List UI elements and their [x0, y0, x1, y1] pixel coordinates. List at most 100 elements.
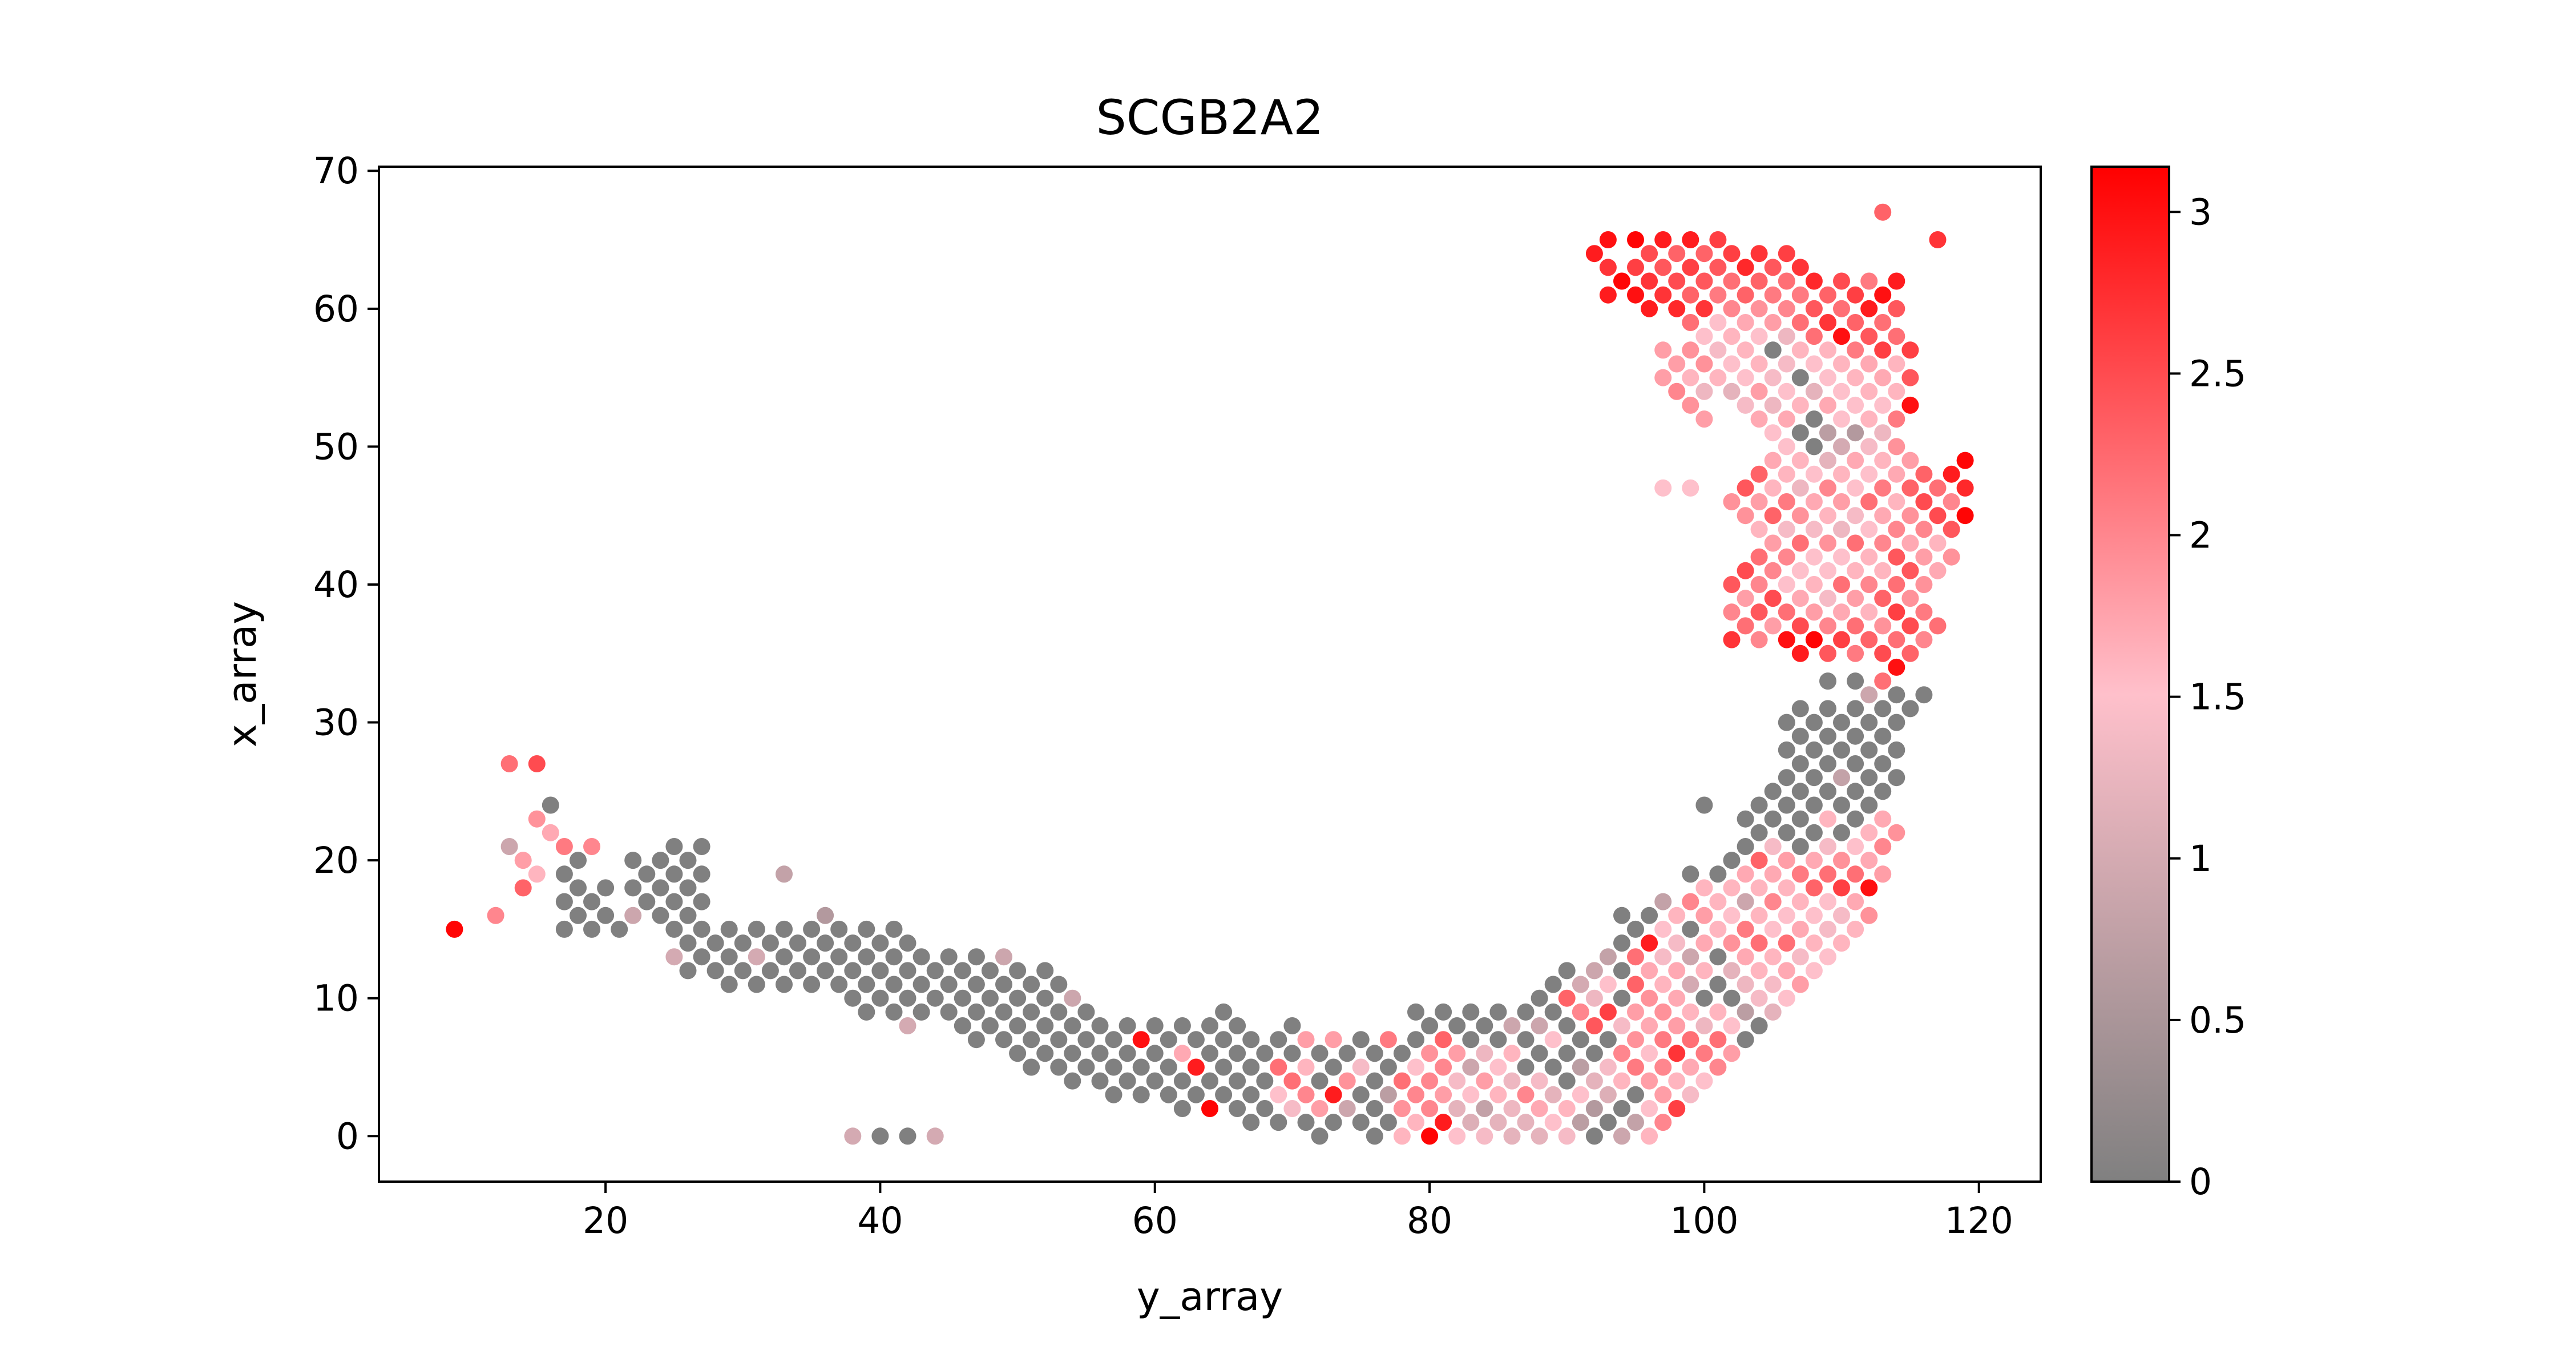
data-point: [995, 1031, 1012, 1049]
data-point: [1737, 590, 1754, 607]
data-point: [1229, 1045, 1246, 1062]
data-point: [1778, 272, 1795, 290]
data-point: [1915, 576, 1933, 593]
data-point: [1860, 328, 1878, 345]
data-point: [1421, 1072, 1439, 1090]
data-point: [1778, 576, 1795, 593]
data-point: [1489, 1031, 1507, 1049]
data-point: [1421, 1100, 1439, 1117]
data-point: [1558, 1017, 1576, 1034]
data-point: [1407, 1058, 1424, 1076]
data-point: [1695, 410, 1713, 428]
data-point: [1585, 245, 1603, 263]
data-point: [1791, 920, 1809, 938]
data-point: [1778, 714, 1795, 731]
data-point: [1791, 865, 1809, 883]
data-point: [720, 976, 738, 993]
data-point: [1750, 934, 1768, 952]
data-point: [1668, 355, 1686, 373]
data-point: [1050, 976, 1068, 993]
x-tick-label: 60: [1132, 1200, 1178, 1242]
colorbar-tick-label: 0: [2189, 1161, 2212, 1203]
colorbar-tick-label: 0.5: [2189, 1000, 2246, 1041]
data-point: [1723, 989, 1741, 1007]
data-point: [1847, 507, 1864, 525]
data-point: [1146, 1072, 1164, 1090]
data-point: [844, 1127, 862, 1145]
data-point: [776, 920, 793, 938]
data-point: [1599, 1003, 1617, 1021]
data-point: [1585, 1072, 1603, 1090]
data-point: [1270, 1058, 1287, 1076]
data-point: [1064, 1017, 1081, 1034]
data-point: [1833, 548, 1850, 566]
data-point: [1805, 465, 1823, 483]
x-tick-label: 40: [857, 1200, 903, 1242]
data-point: [1132, 1031, 1150, 1049]
data-point: [1682, 976, 1699, 993]
data-point: [1709, 314, 1727, 331]
data-point: [500, 838, 518, 855]
data-point: [1379, 1031, 1397, 1049]
data-point: [1778, 300, 1795, 317]
data-point: [1860, 355, 1878, 373]
data-point: [1613, 989, 1630, 1007]
y-tick-label: 60: [313, 288, 359, 330]
data-point: [1915, 631, 1933, 648]
data-point: [1531, 1100, 1548, 1117]
data-point: [555, 920, 573, 938]
data-point: [1201, 1045, 1218, 1062]
data-point: [761, 934, 779, 952]
data-point: [1641, 1045, 1658, 1062]
data-point: [1778, 879, 1795, 897]
data-point: [817, 962, 834, 980]
data-point: [1668, 272, 1686, 290]
data-point: [1805, 576, 1823, 593]
data-point: [720, 920, 738, 938]
y-tick-label: 50: [313, 426, 359, 468]
data-point: [1915, 493, 1933, 510]
data-point: [652, 906, 669, 924]
data-point: [720, 948, 738, 966]
data-point: [1833, 796, 1850, 814]
data-point: [1517, 1003, 1535, 1021]
data-point: [1641, 1100, 1658, 1117]
data-point: [1764, 865, 1782, 883]
data-point: [1860, 521, 1878, 538]
data-point: [1723, 1017, 1741, 1034]
data-point: [748, 948, 765, 966]
data-point: [1819, 783, 1836, 800]
data-point: [734, 934, 752, 952]
data-point: [1737, 286, 1754, 304]
data-point: [1050, 1003, 1068, 1021]
data-point: [1723, 879, 1741, 897]
data-point: [1517, 1086, 1535, 1103]
data-point: [1599, 1086, 1617, 1103]
data-point: [1750, 603, 1768, 621]
data-point: [789, 934, 806, 952]
data-point: [1668, 382, 1686, 400]
data-point: [555, 838, 573, 855]
data-point: [1819, 920, 1836, 938]
data-point: [1173, 1100, 1191, 1117]
data-point: [967, 1031, 985, 1049]
data-point: [885, 976, 903, 993]
data-point: [665, 838, 683, 855]
data-point: [1874, 562, 1892, 579]
data-point: [1091, 1072, 1109, 1090]
data-point: [1929, 562, 1947, 579]
data-point: [665, 948, 683, 966]
data-point: [1627, 1058, 1644, 1076]
data-point: [1833, 603, 1850, 621]
data-point: [1009, 1045, 1027, 1062]
data-point: [1888, 658, 1905, 676]
data-point: [1791, 562, 1809, 579]
data-point: [1901, 590, 1919, 607]
data-point: [1750, 879, 1768, 897]
data-point: [1352, 1031, 1370, 1049]
data-point: [1641, 906, 1658, 924]
data-point: [844, 962, 862, 980]
data-point: [1105, 1031, 1123, 1049]
data-point: [693, 893, 710, 910]
